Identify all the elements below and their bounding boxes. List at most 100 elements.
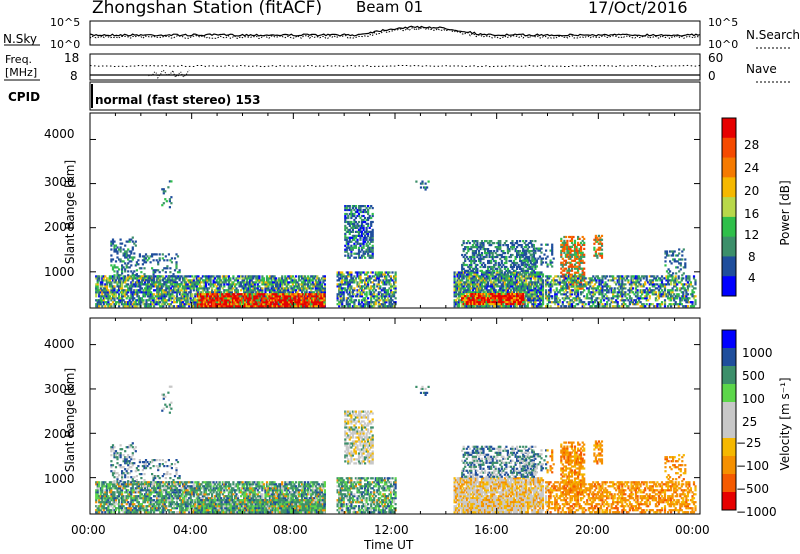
power-cell <box>204 305 207 308</box>
power-cell <box>212 285 215 288</box>
power-cell <box>273 305 276 308</box>
power-cell <box>98 293 101 296</box>
power-cell <box>311 303 314 306</box>
power-cell <box>285 287 288 290</box>
power-cell <box>357 212 361 216</box>
power-cell <box>257 303 260 306</box>
power-cell <box>143 267 146 270</box>
power-cell <box>493 265 496 269</box>
power-cell <box>341 283 344 286</box>
power-cell <box>153 285 156 288</box>
power-cell <box>130 264 133 267</box>
power-cell <box>105 277 108 280</box>
power-cell <box>131 246 134 249</box>
power-cell <box>113 303 116 306</box>
power-cell <box>204 275 208 278</box>
power-cell <box>267 289 270 292</box>
power-cell <box>268 299 271 302</box>
power-cell <box>243 291 246 294</box>
power-cell <box>360 205 364 208</box>
power-cell <box>219 303 222 306</box>
power-cell <box>315 303 318 306</box>
power-cell <box>283 303 286 306</box>
power-cell <box>317 301 320 304</box>
power-cell <box>306 299 309 302</box>
power-cell <box>199 303 202 306</box>
power-cell <box>121 295 124 298</box>
power-cell <box>163 281 166 284</box>
power-cell <box>99 287 102 290</box>
power-cell <box>215 291 218 294</box>
power-cell <box>294 305 297 308</box>
power-cell <box>125 291 128 294</box>
power-cell <box>370 271 373 274</box>
power-cell <box>213 295 216 298</box>
power-cell <box>316 285 319 288</box>
power-cell <box>477 252 481 255</box>
power-cell <box>294 297 297 300</box>
power-cell <box>379 295 382 298</box>
power-cell <box>360 210 364 214</box>
power-cell <box>357 283 361 286</box>
power-cell <box>205 293 209 296</box>
power-cell <box>116 246 119 249</box>
power-cell <box>195 283 198 286</box>
power-cell <box>458 291 461 294</box>
power-cell <box>459 271 462 274</box>
power-cell <box>175 291 179 294</box>
power-cell <box>341 289 344 292</box>
power-cell <box>391 305 394 308</box>
power-cell <box>151 281 154 284</box>
power-cell <box>345 236 348 239</box>
power-cell <box>273 283 276 286</box>
power-cell <box>370 236 373 239</box>
power-cell <box>218 293 221 296</box>
power-cell <box>281 285 284 288</box>
power-cell <box>160 297 163 300</box>
power-cell <box>268 291 272 294</box>
power-cell <box>502 244 505 247</box>
power-cell <box>370 240 373 243</box>
power-cell <box>203 285 206 288</box>
power-cell <box>261 287 264 290</box>
power-cell <box>467 279 470 282</box>
freq-tick-bottom: 8 <box>70 69 78 83</box>
power-cell <box>169 271 172 274</box>
power-cell <box>360 285 364 288</box>
power-cell <box>367 281 370 284</box>
power-cell <box>135 269 138 272</box>
power-cell <box>108 283 111 286</box>
power-cell <box>221 287 224 290</box>
power-cell <box>95 303 98 306</box>
power-cell <box>131 293 134 296</box>
power-cell <box>474 295 477 298</box>
power-cell <box>145 305 148 308</box>
power-cell <box>228 293 231 296</box>
power-cell <box>102 287 105 290</box>
power-cell <box>159 275 162 278</box>
power-cell <box>561 257 564 260</box>
power-cell <box>236 293 239 296</box>
power-cell <box>233 305 236 308</box>
cpid-label: CPID <box>8 90 41 104</box>
power-cell <box>534 301 537 304</box>
power-cell <box>370 301 373 304</box>
power-cell <box>148 303 151 306</box>
power-cell <box>256 295 259 298</box>
power-cell <box>119 246 122 249</box>
power-cell <box>540 277 543 280</box>
power-cell <box>250 281 253 284</box>
power-cell <box>350 230 353 233</box>
power-cell <box>146 259 149 262</box>
power-cell <box>145 287 148 290</box>
power-cell <box>516 279 519 282</box>
power-cell <box>298 299 302 302</box>
power-cell <box>305 291 308 294</box>
power-cell <box>467 269 470 272</box>
power-cell <box>458 279 461 282</box>
power-cell <box>165 293 168 296</box>
power-cell <box>231 299 234 302</box>
power-cell <box>370 305 373 308</box>
power-cell <box>464 257 467 261</box>
power-cell <box>254 303 257 306</box>
